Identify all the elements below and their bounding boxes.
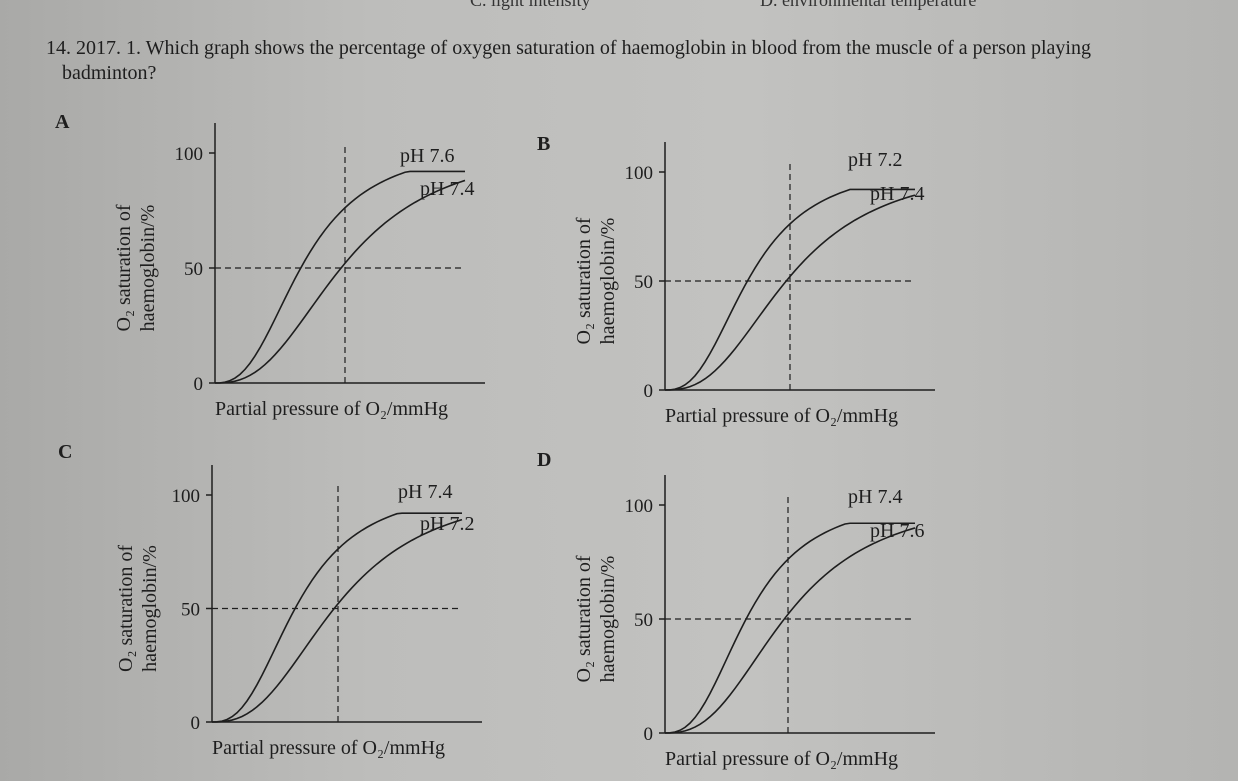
y-axis-label-line2: haemoglobin/% — [139, 545, 161, 672]
curve-label: pH 7.6 — [400, 145, 454, 167]
curve-right — [214, 179, 466, 384]
y-tick-label: 50 — [181, 600, 200, 621]
option-d-partial: D. environmental temperature — [760, 0, 977, 10]
x-axis-label: Partial pressure of O₂/mmHg — [665, 748, 898, 770]
y-axis-label-line2: haemoglobin/% — [137, 205, 159, 332]
y-tick-label: 100 — [625, 163, 654, 184]
curve-label: pH 7.6 — [870, 520, 924, 542]
graph-a: A 100 50 0 pH 7.6 pH 7.4 Partial pressure of O… — [55, 111, 485, 420]
graph-b: B 100 50 0 pH 7.2 pH 7.4 Partial pressure of O… — [537, 133, 935, 427]
y-axis-label-line1: O₂ saturation of — [573, 555, 595, 682]
graph-letter: C — [58, 441, 72, 463]
curve-label: pH 7.4 — [398, 481, 452, 503]
graph-c: C 100 50 0 pH 7.4 pH 7.2 Partial pressure of O… — [58, 441, 482, 759]
y-tick-label: 0 — [644, 381, 654, 402]
y-axis-label-line1: O₂ saturation of — [113, 204, 135, 331]
x-axis-label: Partial pressure of O₂/mmHg — [665, 405, 898, 427]
curve-label: pH 7.4 — [848, 486, 902, 508]
y-tick-label: 0 — [191, 713, 201, 734]
curve-label: pH 7.4 — [870, 183, 924, 205]
option-c-partial: C. light intensity — [470, 0, 591, 10]
graph-letter: B — [537, 133, 550, 155]
curve-left — [214, 170, 465, 384]
graph-letter: A — [55, 111, 70, 133]
y-tick-label: 0 — [644, 724, 654, 745]
curve-right — [664, 527, 916, 734]
y-tick-label: 50 — [184, 259, 203, 280]
graph-letter: D — [537, 449, 551, 471]
y-axis-label-line1: O₂ saturation of — [115, 545, 137, 672]
curve-label: pH 7.4 — [420, 178, 474, 200]
question-text: 14. 2017. 1. Which graph shows the perce… — [46, 36, 1182, 86]
curve-left — [664, 188, 915, 391]
y-tick-label: 50 — [634, 610, 653, 631]
question-body: 2017. 1. Which graph shows the percentag… — [62, 37, 1091, 84]
y-tick-label: 100 — [175, 144, 204, 165]
curve-right — [211, 518, 463, 723]
y-tick-label: 100 — [625, 496, 654, 517]
curve-left — [664, 522, 915, 734]
y-tick-label: 0 — [194, 374, 204, 395]
y-axis-label-line2: haemoglobin/% — [597, 218, 619, 345]
curve-right — [664, 194, 916, 391]
curve-left — [211, 512, 462, 723]
curve-label: pH 7.2 — [420, 513, 474, 535]
question-number: 14. — [46, 37, 71, 59]
y-tick-label: 100 — [172, 486, 201, 507]
y-axis-label-line1: O₂ saturation of — [573, 217, 595, 344]
y-axis-label-line2: haemoglobin/% — [597, 556, 619, 683]
graph-d: D 100 50 0 pH 7.4 pH 7.6 Partial pressure of O… — [537, 449, 935, 770]
curve-label: pH 7.2 — [848, 149, 902, 171]
x-axis-label: Partial pressure of O₂/mmHg — [215, 398, 448, 420]
y-tick-label: 50 — [634, 272, 653, 293]
x-axis-label: Partial pressure of O₂/mmHg — [212, 737, 445, 759]
